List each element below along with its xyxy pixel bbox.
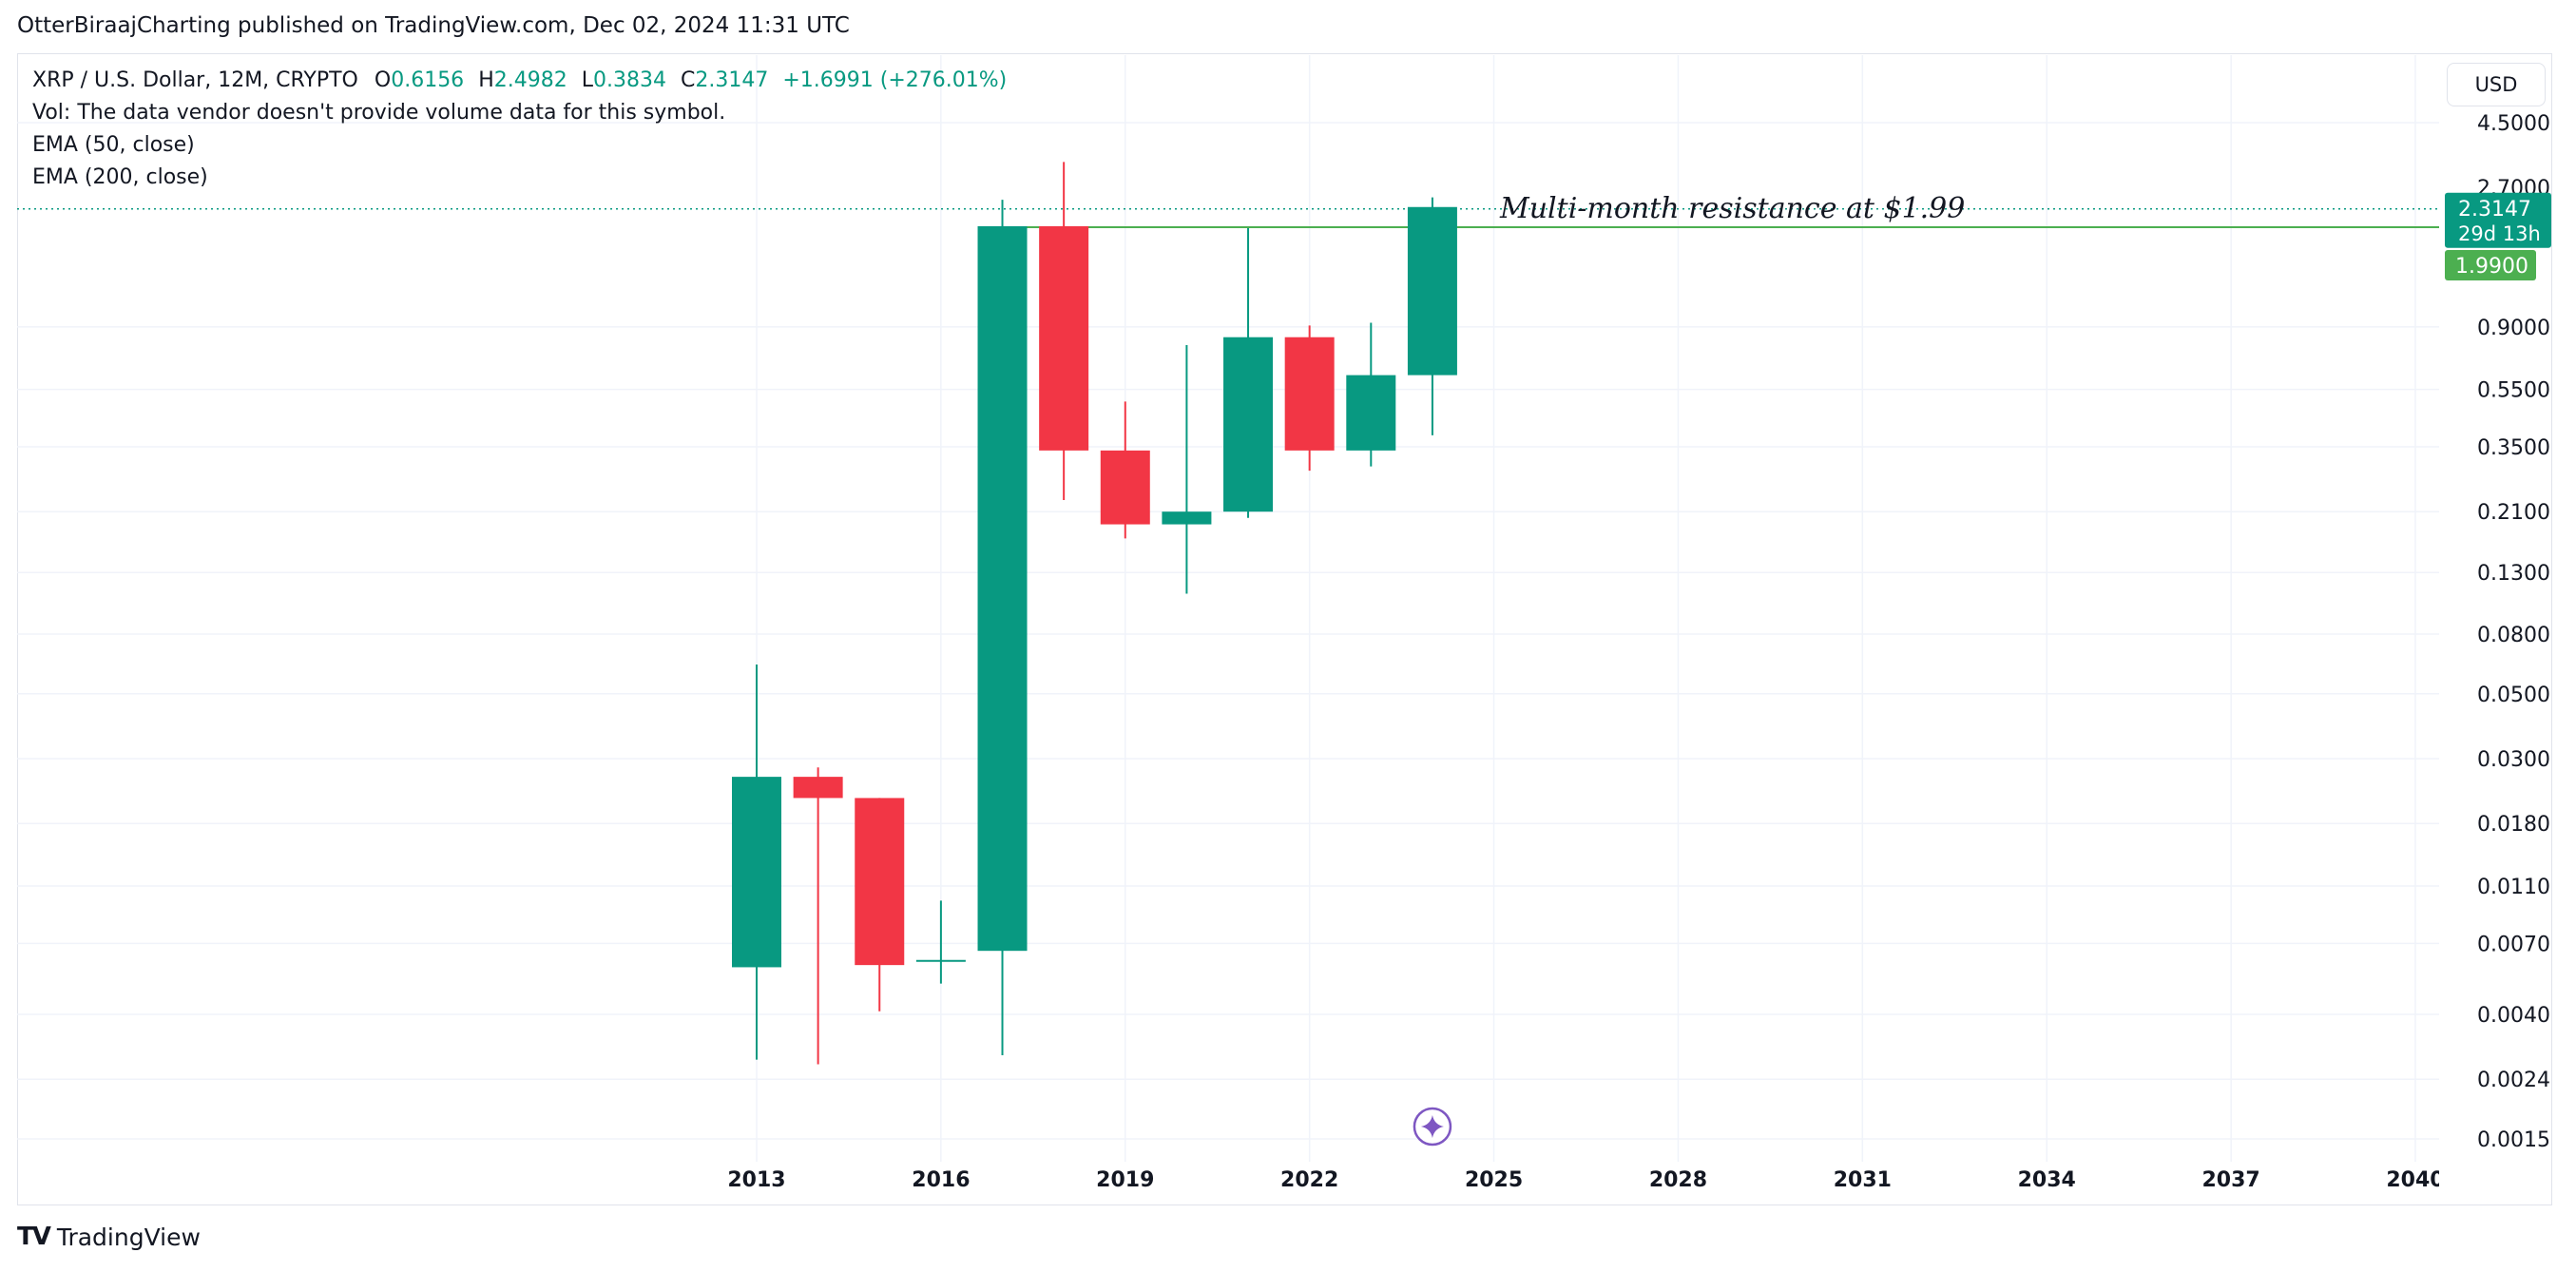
candle [1407,197,1457,435]
open-label: O [374,68,392,92]
x-tick-label: 2016 [912,1168,970,1192]
published-by-line: OtterBiraajCharting published on Trading… [17,13,850,38]
resistance-annotation: Multi-month resistance at $1.99 [1499,192,1965,225]
candle [1284,325,1335,472]
candle [977,200,1028,1055]
x-tick-label: 2013 [727,1168,785,1192]
chart-frame [17,53,2552,1205]
candle-body [1162,511,1212,525]
y-tick-label: 0.1300 [2477,562,2550,586]
sparkle-icon [1413,1107,1452,1147]
current-price-countdown: 29d 13h [2458,222,2541,245]
close-label: C [680,68,696,92]
resistance-line-group: Multi-month resistance at $1.99 [17,192,2439,228]
x-tick-label: 2019 [1096,1168,1154,1192]
candle-body [977,225,1028,952]
high-value: 2.4982 [493,68,567,92]
candle [1346,322,1396,467]
low-label: L [581,68,593,92]
resistance-price-tag [2445,250,2536,280]
ema-50-indicator[interactable]: EMA (50, close) [32,133,195,157]
y-tick-label: 0.0070 [2477,933,2550,956]
candle [855,798,905,1012]
y-tick-label: 0.3500 [2477,436,2550,460]
y-tick-label: 0.9000 [2477,317,2550,340]
symbol-label: XRP / U.S. Dollar, 12M, CRYPTO [32,68,358,92]
high-label: H [478,68,494,92]
y-tick-label: 0.0110 [2477,876,2550,899]
tradingview-logo[interactable]: TV TradingView [17,1223,201,1251]
candle-body [1407,206,1457,376]
currency-button[interactable]: USD [2447,63,2546,106]
candle [1100,401,1150,539]
candle [1223,227,1274,518]
change-value: +1.6991 (+276.01%) [782,68,1008,92]
resistance-price-tag-value: 1.9900 [2455,255,2528,279]
candle [793,767,843,1065]
time-axis: 2013 2016 2019 2022 2025 2028 2031 2034 2037 2040 [727,1165,2449,1198]
grid-lines [17,55,2439,1162]
x-tick-label: 2034 [2018,1168,2076,1192]
y-tick-label: 0.5500 [2477,379,2550,403]
sparkle-icon-shape [1420,1115,1444,1138]
current-price-tag-value: 2.3147 [2458,198,2531,222]
y-tick-label: 0.0015 [2477,1128,2550,1152]
candle-body [1039,225,1089,451]
axis-edge-mask [2439,1165,2449,1198]
ema-200-indicator[interactable]: EMA (200, close) [32,165,208,189]
candle [1162,344,1212,594]
y-tick-label: 0.0024 [2477,1069,2550,1092]
candle-body [1100,450,1150,525]
candle-body [1346,375,1396,451]
tradingview-brand-label: TradingView [56,1223,201,1251]
x-tick-label: 2025 [1465,1168,1523,1192]
candle-body [1284,337,1335,451]
x-tick-label: 2037 [2201,1168,2259,1192]
low-value: 0.3834 [592,68,666,92]
y-tick-label: 0.2100 [2477,501,2550,525]
candlestick-series [732,162,1457,1065]
current-price-tag [2445,192,2551,248]
candle-body [855,798,905,966]
close-value: 2.3147 [695,68,769,92]
candle-body [732,777,781,968]
candle [1039,162,1089,501]
y-tick-label: 0.0500 [2477,684,2550,707]
x-tick-label: 2031 [1834,1168,1892,1192]
x-tick-label: 2022 [1280,1168,1338,1192]
y-tick-label: 0.0300 [2477,748,2550,772]
candle [915,900,966,984]
open-value: 0.6156 [391,68,465,92]
volume-note[interactable]: Vol: The data vendor doesn't provide vol… [32,101,726,125]
candle-body [793,777,843,799]
y-tick-label: 4.5000 [2477,112,2550,136]
symbol-ohlc-row[interactable]: XRP / U.S. Dollar, 12M, CRYPTO O0.6156 H… [32,65,1007,97]
x-tick-label: 2040 [2386,1168,2444,1192]
candle [732,664,781,1060]
chart-legend: XRP / U.S. Dollar, 12M, CRYPTO O0.6156 H… [32,65,1007,194]
price-axis: 4.5000 0.9000 0.5500 0.3500 0.2100 0.1300 0.08… [2477,112,2550,1152]
x-tick-label: 2028 [1649,1168,1707,1192]
y-tick-label: 0.0040 [2477,1004,2550,1028]
y-tick-label: 0.0800 [2477,624,2550,647]
tradingview-logo-icon: TV [17,1223,51,1251]
y-tick-label: 0.0180 [2477,813,2550,837]
candle-body [1223,337,1274,512]
